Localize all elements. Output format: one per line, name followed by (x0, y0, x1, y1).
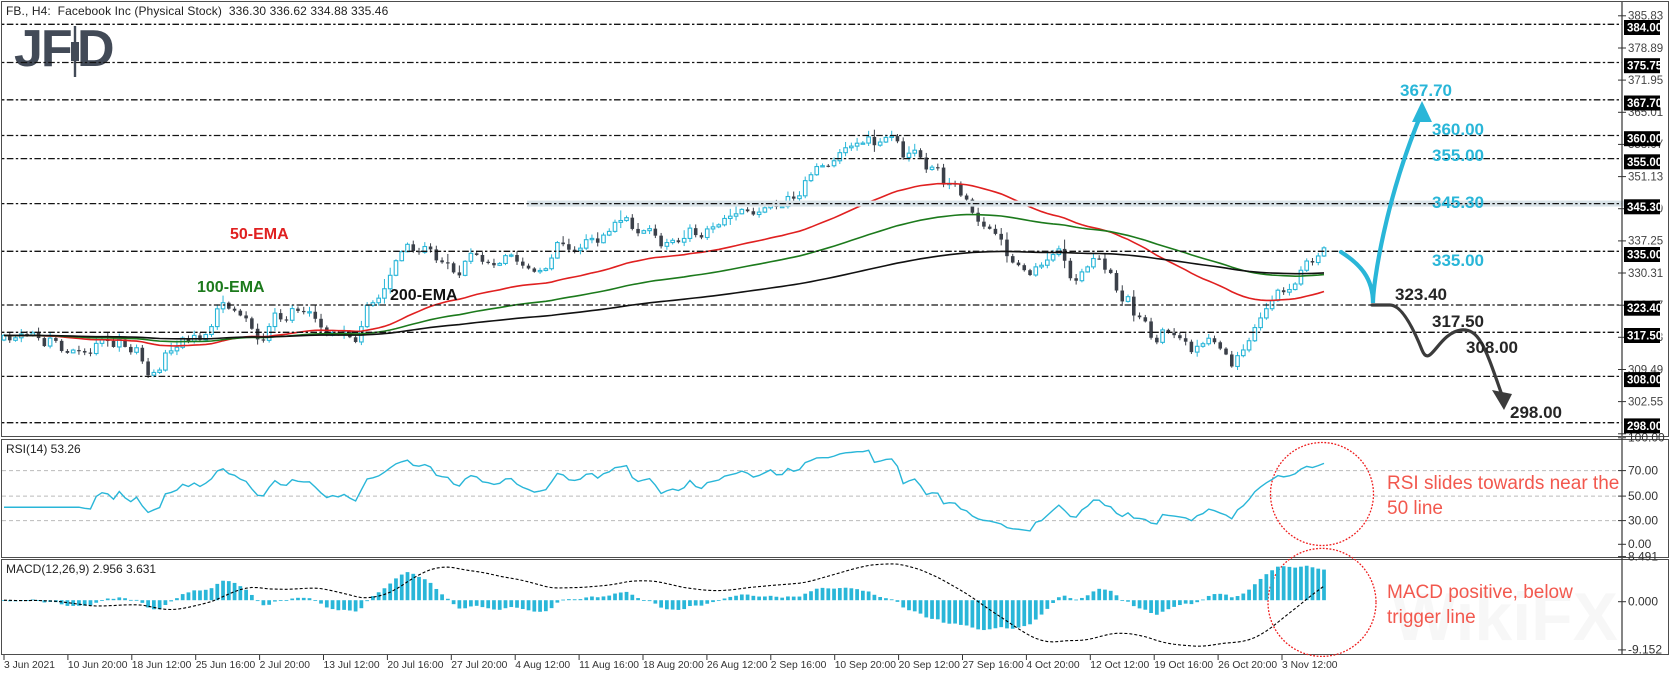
svg-text:50-EMA: 50-EMA (230, 226, 289, 243)
svg-text:100-EMA: 100-EMA (197, 279, 265, 296)
svg-text:317.50: 317.50 (1432, 312, 1484, 331)
svg-text:378.89: 378.89 (1628, 43, 1663, 55)
svg-text:8.491: 8.491 (1628, 550, 1658, 564)
svg-text:MACD positive, below: MACD positive, below (1387, 582, 1573, 603)
svg-text:335.00: 335.00 (1432, 251, 1484, 270)
svg-text:367.70: 367.70 (1627, 98, 1662, 110)
svg-text:-9.152: -9.152 (1628, 643, 1662, 657)
svg-text:298.00: 298.00 (1627, 421, 1662, 433)
svg-text:330.31: 330.31 (1628, 268, 1663, 280)
svg-text:367.70: 367.70 (1400, 81, 1452, 100)
svg-text:trigger line: trigger line (1387, 607, 1476, 628)
svg-text:337.25: 337.25 (1628, 236, 1663, 248)
svg-text:317.50: 317.50 (1627, 331, 1662, 343)
svg-text:200-EMA: 200-EMA (390, 287, 458, 304)
svg-text:360.00: 360.00 (1627, 134, 1662, 146)
svg-text:351.13: 351.13 (1628, 171, 1663, 183)
svg-text:345.30: 345.30 (1432, 193, 1484, 212)
svg-text:360.00: 360.00 (1432, 120, 1484, 139)
svg-text:308.00: 308.00 (1627, 375, 1662, 387)
svg-text:375.75: 375.75 (1627, 61, 1663, 73)
svg-text:323.40: 323.40 (1627, 303, 1662, 315)
svg-text:371.95: 371.95 (1628, 75, 1663, 87)
svg-text:323.40: 323.40 (1395, 285, 1447, 304)
svg-text:355.00: 355.00 (1432, 146, 1484, 165)
svg-text:345.30: 345.30 (1627, 202, 1662, 214)
svg-text:335.00: 335.00 (1627, 250, 1662, 262)
svg-text:384.00: 384.00 (1627, 23, 1662, 35)
svg-text:355.00: 355.00 (1627, 157, 1662, 169)
svg-text:298.00: 298.00 (1510, 403, 1562, 422)
svg-text:308.00: 308.00 (1466, 338, 1518, 357)
svg-text:0.000: 0.000 (1628, 595, 1658, 609)
svg-text:302.55: 302.55 (1628, 396, 1663, 408)
